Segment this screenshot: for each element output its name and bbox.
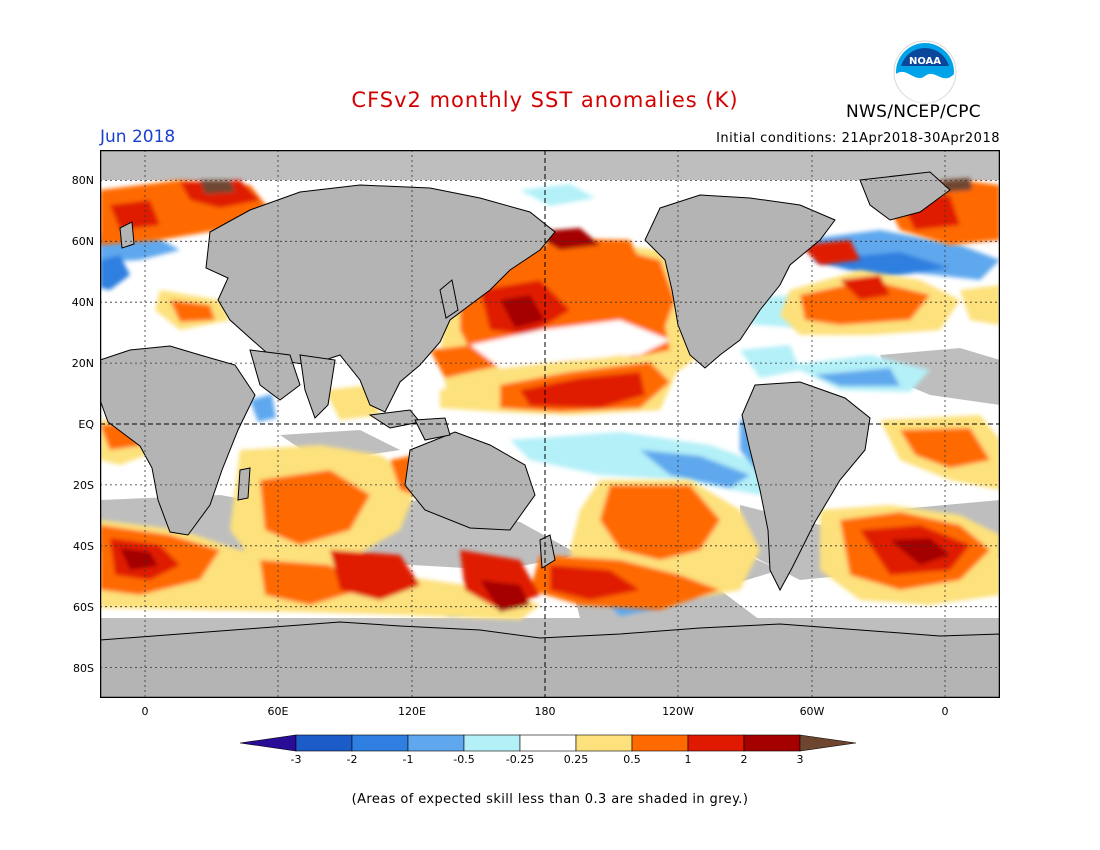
skill-footnote: (Areas of expected skill less than 0.3 a… xyxy=(351,792,749,807)
colorbar-swatch-low xyxy=(240,734,297,752)
lat-label: 80N xyxy=(71,174,94,187)
colorbar-label: 0.5 xyxy=(623,753,641,766)
forecast-month: Jun 2018 xyxy=(100,127,176,147)
colorbar-label: -0.5 xyxy=(453,753,475,766)
lat-label: 80S xyxy=(73,662,94,675)
lon-label: 120W xyxy=(662,705,694,718)
lon-label: 60W xyxy=(799,705,825,718)
colorbar-swatch-high xyxy=(799,734,857,752)
colorbar xyxy=(240,734,857,752)
colorbar-swatch xyxy=(743,734,801,752)
colorbar-label: 3 xyxy=(796,753,804,766)
noaa-logo-icon: NOAA xyxy=(893,40,957,104)
lon-label: 180 xyxy=(534,705,556,718)
colorbar-swatch xyxy=(351,734,409,752)
land-masses xyxy=(100,171,1000,698)
colorbar-swatch xyxy=(687,734,745,752)
lat-label: 60N xyxy=(71,235,94,248)
lat-label: 20S xyxy=(73,479,94,492)
colorbar-label: 1 xyxy=(684,753,692,766)
lat-label: 60S xyxy=(73,601,94,614)
colorbar-label: 2 xyxy=(740,753,748,766)
initial-conditions: Initial conditions: 21Apr2018-30Apr2018 xyxy=(716,131,1000,146)
lon-label: 0 xyxy=(141,705,149,718)
lat-label: 40S xyxy=(73,540,94,553)
map-frame xyxy=(100,150,1000,698)
agency-label: NWS/NCEP/CPC xyxy=(846,102,981,122)
colorbar-label: -2 xyxy=(346,753,358,766)
equator-dateline xyxy=(100,150,1000,698)
lon-label: 0 xyxy=(941,705,949,718)
map-title: CFSv2 monthly SST anomalies (K) xyxy=(351,88,739,112)
colorbar-label: -3 xyxy=(290,753,302,766)
graticule xyxy=(100,150,1000,698)
positive-anomalies xyxy=(100,178,1000,620)
colorbar-label: 0.25 xyxy=(563,753,589,766)
colorbar-swatch xyxy=(463,734,521,752)
lon-label: 120E xyxy=(398,705,426,718)
colorbar-swatch xyxy=(575,734,633,752)
colorbar-swatch xyxy=(519,734,577,752)
colorbar-swatch xyxy=(407,734,465,752)
colorbar-swatch xyxy=(295,734,353,752)
sst-anomaly-map xyxy=(100,150,1000,698)
colorbar-swatch xyxy=(631,734,689,752)
svg-text:NOAA: NOAA xyxy=(909,56,941,67)
colorbar-label: -1 xyxy=(402,753,414,766)
lat-label: 40N xyxy=(71,296,94,309)
colorbar-label: -0.25 xyxy=(505,753,535,766)
lat-label: EQ xyxy=(78,418,94,431)
lat-label: 20N xyxy=(71,357,94,370)
lon-label: 60E xyxy=(267,705,289,718)
